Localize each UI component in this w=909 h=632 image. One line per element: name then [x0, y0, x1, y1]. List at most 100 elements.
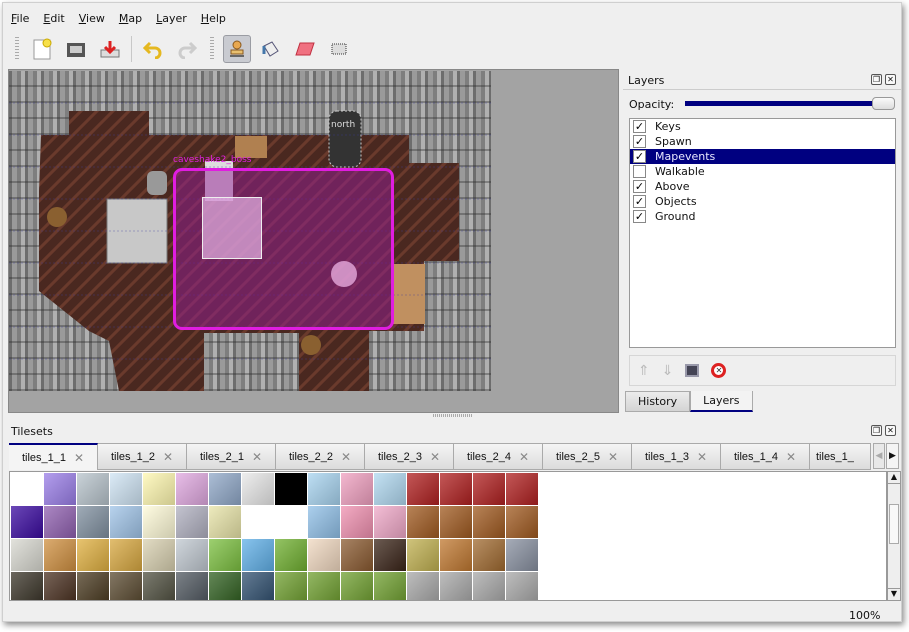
tile[interactable] — [110, 572, 142, 600]
menu-map[interactable]: Map — [118, 12, 143, 25]
tile[interactable] — [11, 572, 43, 600]
tile[interactable] — [275, 506, 307, 538]
close-tab-icon[interactable]: ✕ — [73, 450, 85, 465]
close-tab-icon[interactable]: ✕ — [696, 449, 708, 464]
tile[interactable] — [407, 572, 439, 600]
tile[interactable] — [209, 572, 241, 600]
float-icon[interactable]: ❐ — [871, 74, 882, 85]
tile[interactable] — [176, 539, 208, 571]
menu-edit[interactable]: Edit — [43, 12, 65, 25]
layer-row[interactable]: Walkable — [630, 164, 895, 179]
visibility-checkbox[interactable] — [633, 165, 646, 178]
tile[interactable] — [308, 473, 340, 505]
tile[interactable] — [440, 506, 472, 538]
tile[interactable] — [143, 473, 175, 505]
redo-button[interactable] — [173, 35, 201, 63]
tile[interactable] — [473, 572, 505, 600]
tab-tileset[interactable]: tiles_1_1 ✕ — [9, 443, 98, 470]
tile[interactable] — [407, 539, 439, 571]
tabs-scroll-left[interactable]: ◀ — [873, 443, 885, 469]
tile[interactable] — [242, 473, 274, 505]
tile[interactable] — [176, 473, 208, 505]
tile[interactable] — [374, 506, 406, 538]
tab-tileset[interactable]: tiles_2_2 ✕ — [276, 443, 365, 470]
tile[interactable] — [242, 572, 274, 600]
open-button[interactable] — [62, 35, 90, 63]
tile[interactable] — [44, 539, 76, 571]
tile[interactable] — [143, 539, 175, 571]
visibility-checkbox[interactable]: ✓ — [633, 180, 646, 193]
tile[interactable] — [110, 473, 142, 505]
tile[interactable] — [77, 473, 109, 505]
eraser-button[interactable] — [291, 35, 319, 63]
tile[interactable] — [473, 506, 505, 538]
tile[interactable] — [176, 572, 208, 600]
tabs-scroll-right[interactable]: ▶ — [886, 443, 899, 469]
selected-object-rect[interactable] — [173, 168, 394, 330]
visibility-checkbox[interactable]: ✓ — [633, 150, 646, 163]
tile[interactable] — [506, 506, 538, 538]
tile[interactable] — [11, 539, 43, 571]
opacity-slider-handle[interactable] — [872, 97, 895, 110]
tile[interactable] — [77, 539, 109, 571]
tile[interactable] — [308, 539, 340, 571]
tile[interactable] — [440, 473, 472, 505]
new-button[interactable] — [28, 35, 56, 63]
tile[interactable] — [440, 572, 472, 600]
tile[interactable] — [473, 473, 505, 505]
layer-row[interactable]: ✓ Keys — [630, 119, 895, 134]
raise-layer-icon[interactable]: ⇑ — [638, 362, 650, 379]
close-icon[interactable]: ✕ — [885, 74, 896, 85]
visibility-checkbox[interactable]: ✓ — [633, 195, 646, 208]
tile[interactable] — [77, 572, 109, 600]
tile[interactable] — [341, 506, 373, 538]
map-view[interactable]: caveshake2_boss north — [8, 69, 619, 413]
tile[interactable] — [440, 539, 472, 571]
tile[interactable] — [341, 539, 373, 571]
tab-tileset[interactable]: tiles_1_4 ✕ — [721, 443, 810, 470]
close-tab-icon[interactable]: ✕ — [340, 449, 352, 464]
tile[interactable] — [506, 572, 538, 600]
splitter-handle[interactable] — [433, 414, 473, 417]
layer-row-selected[interactable]: ✓ Mapevents — [630, 149, 895, 164]
tab-history[interactable]: History — [625, 391, 691, 412]
layer-row[interactable]: ✓ Objects — [630, 194, 895, 209]
close-tab-icon[interactable]: ✕ — [785, 449, 797, 464]
tab-tileset[interactable]: tiles_2_5 ✕ — [543, 443, 632, 470]
layer-row[interactable]: ✓ Ground — [630, 209, 895, 224]
tile[interactable] — [308, 572, 340, 600]
tab-tileset[interactable]: tiles_1_2 ✕ — [98, 443, 187, 470]
float-icon[interactable]: ❐ — [871, 425, 882, 436]
tile[interactable] — [209, 473, 241, 505]
close-tab-icon[interactable]: ✕ — [162, 449, 174, 464]
close-tab-icon[interactable]: ✕ — [429, 449, 441, 464]
tab-tileset[interactable]: tiles_2_4 ✕ — [454, 443, 543, 470]
tile[interactable] — [407, 473, 439, 505]
opacity-slider-track[interactable] — [685, 101, 881, 106]
tile[interactable] — [506, 539, 538, 571]
tile[interactable] — [110, 506, 142, 538]
tile[interactable] — [143, 572, 175, 600]
close-tab-icon[interactable]: ✕ — [518, 449, 530, 464]
close-tab-icon[interactable]: ✕ — [607, 449, 619, 464]
tile[interactable] — [506, 473, 538, 505]
menu-help[interactable]: Help — [200, 12, 226, 25]
toolbar-grip[interactable] — [15, 37, 19, 61]
tile[interactable] — [374, 473, 406, 505]
menu-layer[interactable]: Layer — [156, 12, 187, 25]
duplicate-layer-icon[interactable] — [685, 364, 700, 377]
tile[interactable] — [110, 539, 142, 571]
tile[interactable] — [11, 506, 43, 538]
tile[interactable] — [341, 572, 373, 600]
layer-row[interactable]: ✓ Spawn — [630, 134, 895, 149]
layer-row[interactable]: ✓ Above — [630, 179, 895, 194]
tile[interactable] — [242, 506, 274, 538]
tile[interactable] — [473, 539, 505, 571]
tile[interactable] — [275, 572, 307, 600]
tab-layers[interactable]: Layers — [690, 391, 753, 412]
tile[interactable] — [374, 572, 406, 600]
tileset-scrollbar[interactable]: ▲ ▼ — [887, 471, 901, 601]
tile[interactable] — [275, 473, 307, 505]
visibility-checkbox[interactable]: ✓ — [633, 135, 646, 148]
bucket-fill-button[interactable] — [257, 35, 285, 63]
